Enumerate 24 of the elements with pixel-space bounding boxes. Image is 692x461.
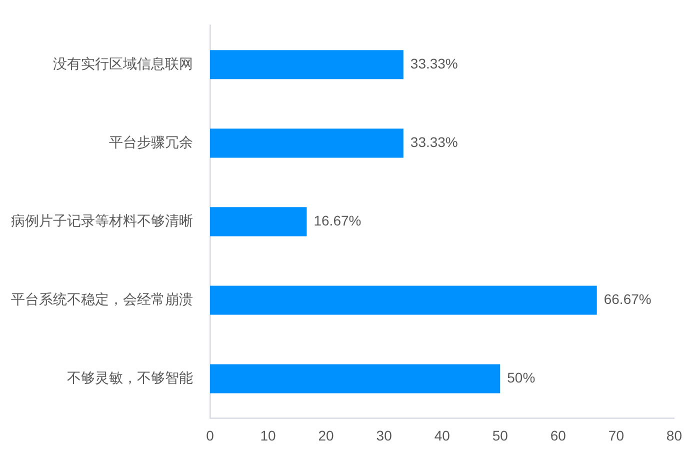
bar: [210, 286, 597, 315]
data-label: 33.33%: [410, 56, 458, 72]
data-label: 66.67%: [604, 291, 652, 308]
y-tick-label: 不够灵敏，不够智能: [67, 370, 193, 386]
x-tick-label: 20: [318, 427, 334, 444]
y-tick-label: 没有实行区域信息联网: [53, 56, 193, 72]
x-tick-label: 30: [376, 427, 392, 444]
bar: [210, 50, 404, 80]
x-tick-label: 40: [434, 427, 450, 444]
x-tick-label: 80: [666, 427, 682, 444]
bar: [210, 207, 307, 236]
data-label: 33.33%: [410, 134, 458, 150]
y-tick-label: 平台步骤冗余: [109, 134, 193, 150]
x-tick-label: 50: [492, 427, 508, 444]
y-tick-label: 平台系统不稳定，会经常崩溃: [11, 291, 193, 308]
x-tick-label: 10: [260, 427, 276, 444]
data-label: 50%: [507, 370, 536, 386]
y-tick-label: 病例片子记录等材料不够清晰: [11, 212, 193, 229]
bar: [210, 128, 404, 158]
x-tick-label: 70: [608, 427, 624, 444]
data-label: 16.67%: [314, 212, 362, 229]
x-tick-label: 60: [550, 427, 566, 444]
bar: [210, 364, 500, 394]
x-tick-label: 0: [206, 427, 214, 444]
